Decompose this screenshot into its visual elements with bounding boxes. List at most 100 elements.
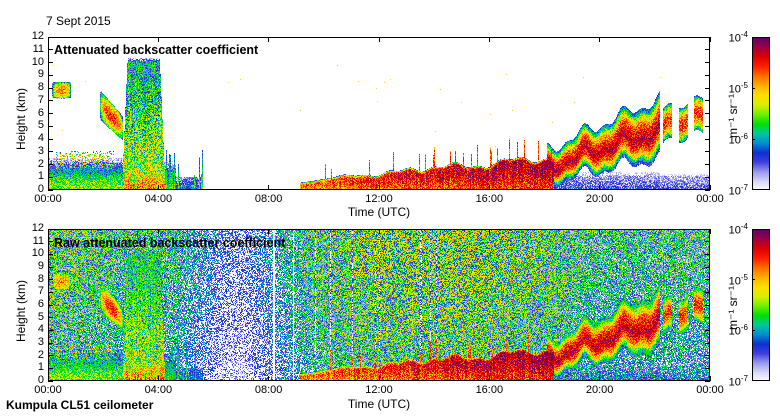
x-tick-label: 12:00 [365,193,393,205]
x-tick-label: 08:00 [254,384,283,396]
y-tick-mark-right [705,62,710,63]
y-tick-label: 2 [37,348,44,361]
colorbar-tick-label: 10-7 [716,183,748,198]
y-tick-mark [48,62,53,63]
x-tick-mark-top [268,37,270,42]
ylabel-top: Height (km) [14,87,28,150]
y-tick-label: 12 [31,222,44,234]
y-tick-label: 10 [31,55,44,68]
y-tick-label: 8 [37,81,44,93]
y-tick-mark-right [705,329,710,331]
y-tick-mark-right [705,74,710,76]
y-tick-mark-right [705,100,710,102]
colorbar-tick-mark [752,379,755,381]
x-tick-mark-top [599,229,601,234]
x-tick-mark [378,376,380,381]
x-tick-label: 16:00 [475,384,504,396]
heatmap-bottom [49,230,709,380]
y-tick-mark [48,100,53,102]
colorbar-tick-label: 10-4 [716,30,748,45]
colorbar-tick-mantissa: 10 [728,376,741,389]
y-tick-mark [48,164,53,165]
instrument-footer: Kumpula CL51 ceilometer [6,398,154,412]
colorbar-gradient-top [753,38,769,189]
y-tick-label: 7 [37,285,44,298]
colorbar-tick-mark [752,329,755,331]
y-tick-mark-right [705,279,710,281]
colorbar-tick-exponent: -5 [740,81,748,90]
y-tick-mark [48,329,53,331]
colorbar-tick-exponent: -6 [740,323,748,333]
x-tick-label: 16:00 [475,193,504,205]
colorbar-tick-mark [752,87,755,89]
y-tick-mark [48,87,53,89]
y-tick-mark-right [705,138,710,140]
y-tick-label: 8 [37,272,44,285]
x-tick-mark-top [488,229,490,234]
y-tick-mark-right [705,342,710,344]
y-tick-mark-right [705,291,710,293]
ylabel-bottom: Height (km) [14,279,28,342]
x-tick-mark [488,376,490,381]
xlabel-top: Time (UTC) [347,205,411,219]
colorbar-tick-label: 10-5 [716,81,748,96]
date-label: 7 Sept 2015 [46,14,111,28]
y-tick-label: 0 [37,183,44,195]
colorbar-unit-text-bottom: m⁻¹ sr⁻¹ [726,286,740,330]
y-tick-label: 9 [37,260,44,272]
y-tick-label: 5 [37,119,44,132]
y-tick-mark-right [705,253,710,255]
y-tick-mark [48,355,53,357]
y-tick-mark-right [705,189,710,191]
y-tick-label: 4 [37,323,44,336]
y-tick-mark [48,291,53,293]
panel-attenuated-backscatter: Attenuated backscatter coefficient [48,37,710,190]
x-tick-label: 00:00 [34,193,62,205]
x-tick-mark-top [268,229,270,234]
y-tick-mark [48,367,53,369]
colorbar-tick-mantissa: 10 [728,83,741,96]
panel-title-bottom: Raw attenuated backscatter coefficient [54,236,286,250]
panel-title-top: Attenuated backscatter coefficient [54,43,259,57]
y-tick-label: 11 [32,234,44,247]
colorbar-tick-label: 10-6 [716,323,748,338]
x-tick-mark [268,376,270,381]
y-tick-label: 9 [37,68,44,81]
x-tick-mark-top [709,37,711,42]
colorbar-tick-mark [752,228,755,230]
x-tick-mark-top [709,229,711,234]
colorbar-tick-mantissa: 10 [728,134,741,147]
y-tick-mark [48,342,53,344]
y-tick-mark [48,125,53,127]
x-tick-mark [709,376,711,381]
x-tick-label: 20:00 [585,193,614,205]
colorbar-tick-mantissa: 10 [728,275,741,288]
x-tick-mark [709,185,711,190]
y-tick-mark-right [705,176,710,178]
colorbar-tick-mark [752,188,755,190]
y-tick-mark [48,138,53,140]
y-tick-mark [48,113,53,114]
y-tick-label: 0 [37,374,44,386]
x-tick-mark-top [378,37,380,42]
plot-frame-top [48,37,710,190]
y-tick-label: 6 [37,298,44,310]
heatmap-top [49,38,709,189]
y-tick-mark [48,317,53,319]
y-tick-mark [48,228,53,230]
y-tick-mark [48,253,53,255]
plot-frame-bottom [48,229,710,381]
y-tick-mark [48,304,53,306]
y-tick-label: 1 [37,361,44,374]
x-tick-mark-top [157,37,159,42]
y-tick-mark-right [705,317,710,319]
y-tick-mark [48,74,53,76]
panel-raw-backscatter: Raw attenuated backscatter coefficient [48,229,710,381]
x-tick-mark [599,376,601,381]
x-tick-label: 00:00 [696,193,724,205]
x-tick-mark [268,185,270,190]
y-tick-label: 10 [31,247,44,260]
y-tick-mark-right [705,49,710,51]
y-tick-mark [48,279,53,281]
colorbar-bottom [752,229,770,381]
